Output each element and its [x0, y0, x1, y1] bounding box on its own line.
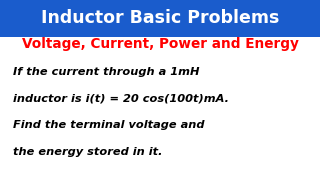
Text: the energy stored in it.: the energy stored in it. [13, 147, 162, 157]
Text: Voltage, Current, Power and Energy: Voltage, Current, Power and Energy [21, 37, 299, 51]
Text: If the current through a 1mH: If the current through a 1mH [13, 67, 199, 77]
Text: Find the terminal voltage and: Find the terminal voltage and [13, 120, 204, 130]
Text: inductor is i(t) = 20 cos(100t)mA.: inductor is i(t) = 20 cos(100t)mA. [13, 93, 229, 103]
Text: Inductor Basic Problems: Inductor Basic Problems [41, 10, 279, 28]
Bar [0, 0, 320, 37]
